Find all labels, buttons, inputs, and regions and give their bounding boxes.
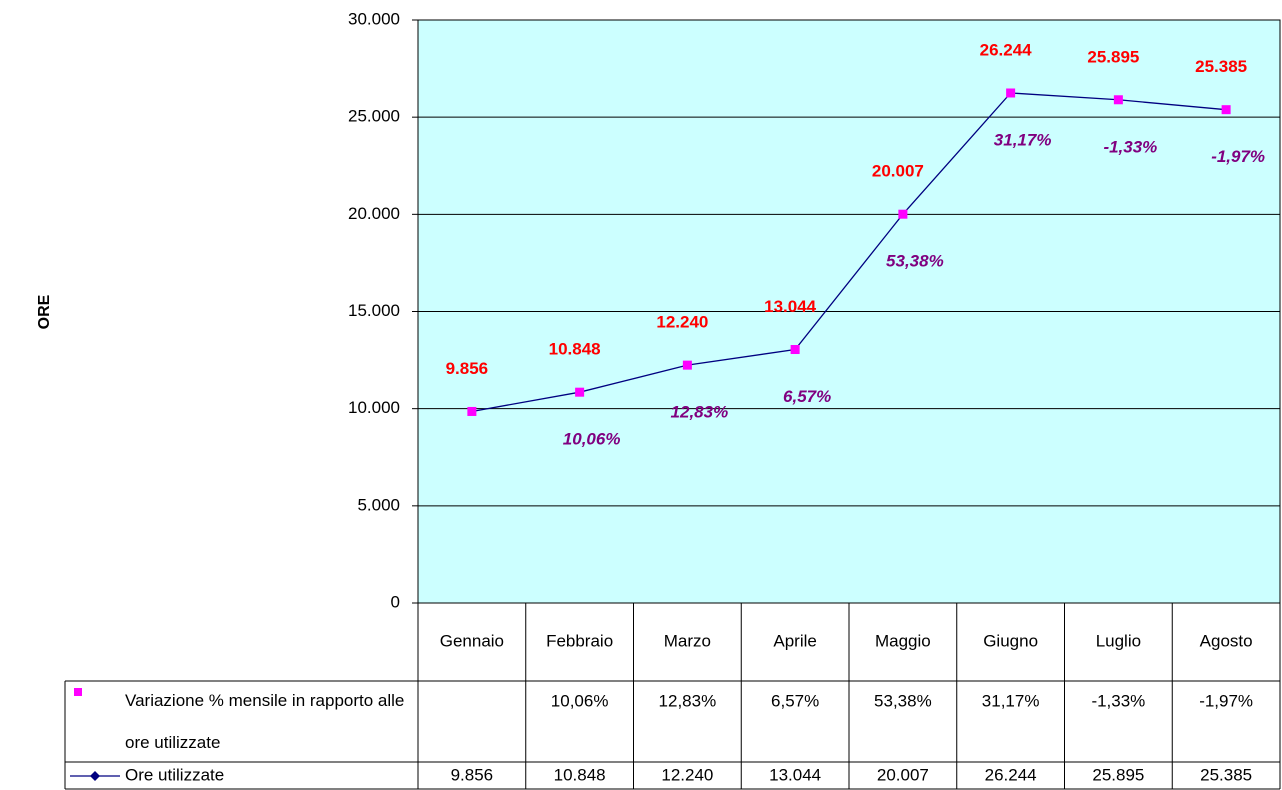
x-tick-label: Gennaio [440,631,504,650]
table-cell: 6,57% [771,691,819,710]
marker [790,345,800,355]
table-cell: 31,17% [982,691,1040,710]
x-tick-label: Febbraio [546,631,613,650]
table-cell: -1,33% [1091,691,1145,710]
value-label: 13.044 [764,297,817,316]
value-label: 20.007 [872,162,924,181]
table-cell: 9.856 [451,765,494,784]
legend-marker [74,688,82,696]
legend-text: Ore utilizzate [125,765,224,784]
percent-label: -1,33% [1103,137,1157,156]
value-label: 10.848 [549,340,601,359]
table-cell: 12,83% [659,691,717,710]
x-tick-label: Luglio [1096,631,1141,650]
x-tick-label: Marzo [664,631,711,650]
percent-label: 31,17% [994,130,1052,149]
value-label: 9.856 [446,359,489,378]
marker [682,360,692,370]
marker [1221,105,1231,115]
legend-text: Variazione % mensile in rapporto alle or… [125,691,405,752]
marker [467,406,477,416]
table-cell: 12.240 [661,765,713,784]
table-cell: 25.895 [1092,765,1144,784]
y-tick-label: 10.000 [348,398,400,417]
marker [575,387,585,397]
table-cell: 53,38% [874,691,932,710]
percent-label: 12,83% [671,403,729,422]
marker [1006,88,1016,98]
table-cell: 13.044 [769,765,821,784]
y-tick-label: 0 [391,592,400,611]
percent-label: 6,57% [783,387,831,406]
table-cell: 10,06% [551,691,609,710]
value-label: 25.385 [1195,57,1247,76]
value-label: 12.240 [656,313,708,332]
table-cell: 10.848 [554,765,606,784]
y-tick-label: 25.000 [348,107,400,126]
x-tick-label: Agosto [1200,631,1253,650]
line [471,92,1227,413]
value-label: 26.244 [980,40,1033,59]
y-tick-label: 30.000 [348,9,400,28]
marker [898,209,908,219]
table-cell: -1,97% [1199,691,1253,710]
percent-label: 10,06% [563,430,621,449]
marker [1113,95,1123,105]
table-cell: 25.385 [1200,765,1252,784]
value-label: 25.895 [1087,47,1139,66]
percent-label: -1,97% [1211,147,1265,166]
legend-marker [90,771,100,781]
x-tick-label: Maggio [875,631,931,650]
y-axis-label: ORE [36,294,53,329]
table-cell: 26.244 [985,765,1037,784]
legend-item: Variazione % mensile in rapporto alle or… [125,691,405,752]
y-tick-label: 15.000 [348,301,400,320]
table-cell: 20.007 [877,765,929,784]
x-tick-label: Aprile [773,631,816,650]
x-tick-label: Giugno [983,631,1038,650]
y-tick-label: 20.000 [348,204,400,223]
percent-label: 53,38% [886,252,944,271]
y-tick-label: 5.000 [357,495,400,514]
